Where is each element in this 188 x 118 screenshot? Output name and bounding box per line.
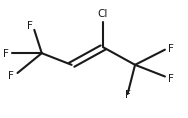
Text: F: F <box>3 49 8 59</box>
Text: F: F <box>168 74 174 84</box>
Text: F: F <box>27 21 33 31</box>
Text: F: F <box>8 71 14 81</box>
Text: Cl: Cl <box>97 9 108 19</box>
Text: F: F <box>125 90 130 100</box>
Text: F: F <box>168 44 174 54</box>
